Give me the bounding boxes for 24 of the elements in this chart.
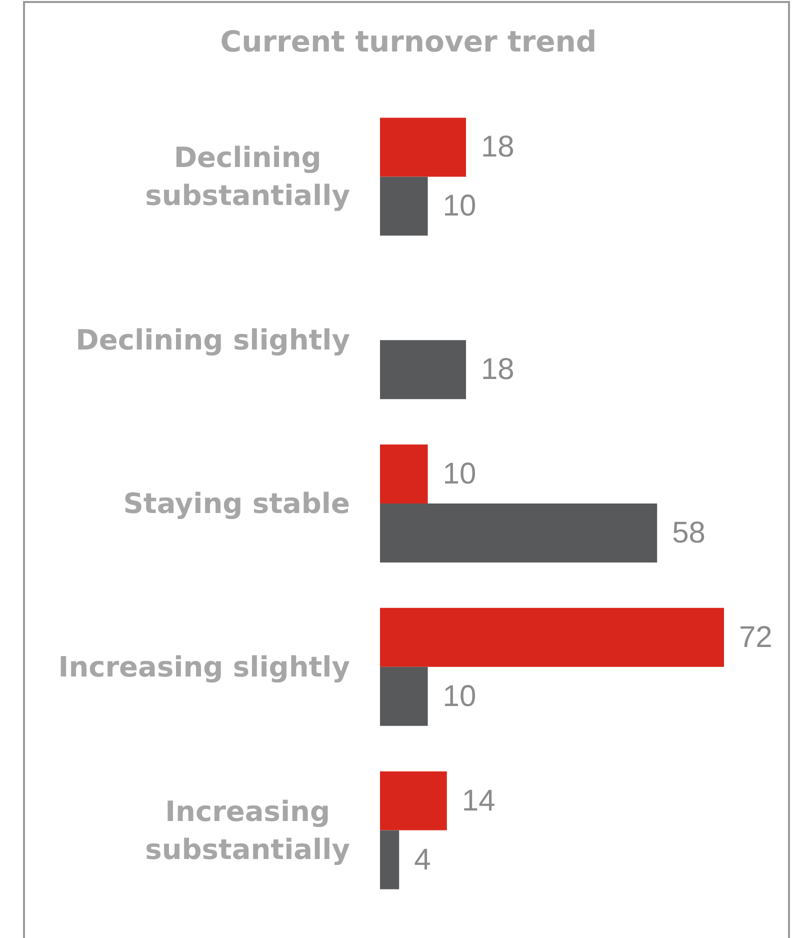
bar (380, 444, 428, 504)
data-label: 4 (414, 843, 431, 876)
bar (380, 176, 428, 236)
data-label: 72 (739, 620, 772, 654)
bar (380, 118, 466, 177)
bar (380, 608, 724, 667)
y-tick-label: Increasing substantially (145, 794, 350, 866)
chart-title: Current turnover trend (220, 24, 597, 58)
data-label: 10 (442, 190, 476, 223)
bar (380, 830, 400, 890)
bar (380, 340, 466, 400)
data-label: 18 (481, 130, 514, 164)
data-label: 14 (462, 784, 496, 818)
bar (380, 504, 658, 562)
bar (380, 666, 428, 726)
bar (380, 771, 447, 830)
y-tick-label: Declining substantially (145, 141, 350, 212)
y-tick-label: Declining slightly (76, 324, 350, 357)
data-label: 10 (442, 680, 476, 713)
data-label: 18 (481, 353, 514, 386)
data-label: 10 (442, 458, 476, 491)
data-label: 58 (672, 516, 706, 550)
y-tick-label: Staying stable (123, 487, 350, 520)
y-tick-label: Increasing slightly (58, 650, 350, 684)
